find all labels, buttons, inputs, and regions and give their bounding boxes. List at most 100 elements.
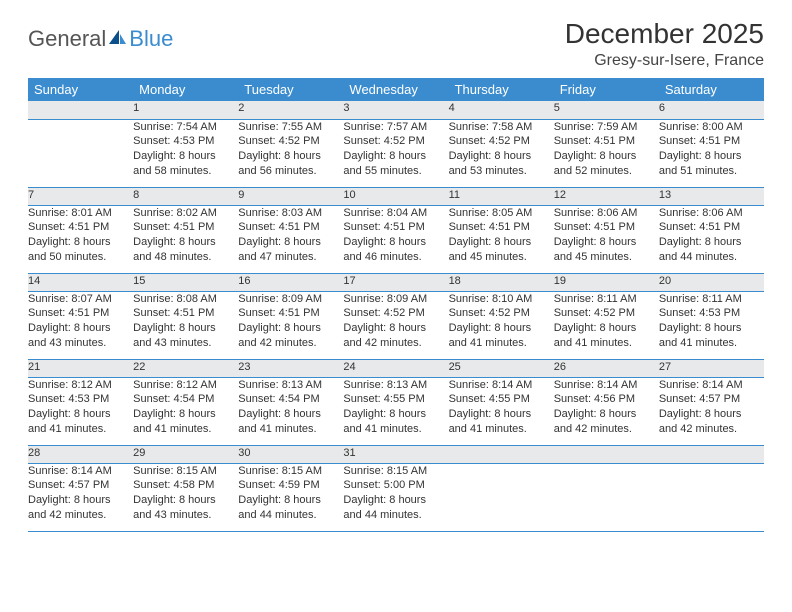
sunrise-text: Sunrise: 8:14 AM <box>449 378 554 393</box>
logo-sail-icon <box>107 26 127 52</box>
daylight-text: and 53 minutes. <box>449 164 554 179</box>
day-number-cell <box>554 445 659 463</box>
sunrise-text: Sunrise: 8:00 AM <box>659 120 764 135</box>
daylight-text: and 55 minutes. <box>343 164 448 179</box>
sunrise-text: Sunrise: 8:06 AM <box>554 206 659 221</box>
day-details-cell: Sunrise: 8:02 AMSunset: 4:51 PMDaylight:… <box>133 205 238 273</box>
daylight-text: and 56 minutes. <box>238 164 343 179</box>
day-details-row: Sunrise: 7:54 AMSunset: 4:53 PMDaylight:… <box>28 119 764 187</box>
daylight-text: and 45 minutes. <box>449 250 554 265</box>
day-number-cell: 22 <box>133 359 238 377</box>
sunrise-text: Sunrise: 8:15 AM <box>133 464 238 479</box>
day-number-cell: 19 <box>554 273 659 291</box>
daylight-text: Daylight: 8 hours <box>28 321 133 336</box>
daylight-text: and 45 minutes. <box>554 250 659 265</box>
sunset-text: Sunset: 4:52 PM <box>343 306 448 321</box>
sunrise-text: Sunrise: 8:09 AM <box>238 292 343 307</box>
daylight-text: and 48 minutes. <box>133 250 238 265</box>
daylight-text: and 47 minutes. <box>238 250 343 265</box>
day-number-cell: 7 <box>28 187 133 205</box>
sunset-text: Sunset: 4:52 PM <box>449 134 554 149</box>
daylight-text: Daylight: 8 hours <box>133 149 238 164</box>
day-number-cell: 25 <box>449 359 554 377</box>
day-number-cell: 3 <box>343 101 448 119</box>
sunset-text: Sunset: 4:53 PM <box>133 134 238 149</box>
daylight-text: Daylight: 8 hours <box>659 407 764 422</box>
sunset-text: Sunset: 4:51 PM <box>659 220 764 235</box>
day-details-cell <box>28 119 133 187</box>
day-number-cell: 17 <box>343 273 448 291</box>
weekday-header: Wednesday <box>343 78 448 101</box>
daylight-text: Daylight: 8 hours <box>238 321 343 336</box>
day-details-cell: Sunrise: 8:09 AMSunset: 4:52 PMDaylight:… <box>343 291 448 359</box>
daylight-text: Daylight: 8 hours <box>449 321 554 336</box>
day-number-cell: 12 <box>554 187 659 205</box>
day-number-cell: 27 <box>659 359 764 377</box>
day-number-row: 14151617181920 <box>28 273 764 291</box>
sunrise-text: Sunrise: 8:02 AM <box>133 206 238 221</box>
day-number-cell: 8 <box>133 187 238 205</box>
daylight-text: Daylight: 8 hours <box>238 407 343 422</box>
day-details-cell: Sunrise: 8:14 AMSunset: 4:56 PMDaylight:… <box>554 377 659 445</box>
brand-logo: General Blue <box>28 18 173 52</box>
daylight-text: and 52 minutes. <box>554 164 659 179</box>
weekday-header: Monday <box>133 78 238 101</box>
day-number-cell: 14 <box>28 273 133 291</box>
daylight-text: Daylight: 8 hours <box>554 235 659 250</box>
daylight-text: Daylight: 8 hours <box>238 235 343 250</box>
day-details-cell: Sunrise: 8:11 AMSunset: 4:53 PMDaylight:… <box>659 291 764 359</box>
daylight-text: Daylight: 8 hours <box>449 407 554 422</box>
sunrise-text: Sunrise: 8:12 AM <box>133 378 238 393</box>
day-number-cell: 31 <box>343 445 448 463</box>
day-number-cell: 26 <box>554 359 659 377</box>
day-details-cell: Sunrise: 8:03 AMSunset: 4:51 PMDaylight:… <box>238 205 343 273</box>
sunrise-text: Sunrise: 8:12 AM <box>28 378 133 393</box>
day-details-cell: Sunrise: 8:12 AMSunset: 4:54 PMDaylight:… <box>133 377 238 445</box>
day-number-cell: 28 <box>28 445 133 463</box>
sunrise-text: Sunrise: 8:01 AM <box>28 206 133 221</box>
daylight-text: Daylight: 8 hours <box>343 407 448 422</box>
daylight-text: and 58 minutes. <box>133 164 238 179</box>
daylight-text: and 44 minutes. <box>659 250 764 265</box>
day-details-cell: Sunrise: 7:55 AMSunset: 4:52 PMDaylight:… <box>238 119 343 187</box>
day-details-cell: Sunrise: 8:06 AMSunset: 4:51 PMDaylight:… <box>554 205 659 273</box>
sunset-text: Sunset: 4:52 PM <box>238 134 343 149</box>
day-number-cell: 20 <box>659 273 764 291</box>
sunrise-text: Sunrise: 8:11 AM <box>659 292 764 307</box>
day-number-cell: 1 <box>133 101 238 119</box>
day-number-row: 21222324252627 <box>28 359 764 377</box>
sunset-text: Sunset: 4:51 PM <box>28 306 133 321</box>
day-details-cell <box>659 463 764 531</box>
day-number-cell: 10 <box>343 187 448 205</box>
sunrise-text: Sunrise: 8:15 AM <box>238 464 343 479</box>
day-details-row: Sunrise: 8:12 AMSunset: 4:53 PMDaylight:… <box>28 377 764 445</box>
calendar-page: General Blue December 2025 Gresy-sur-Ise… <box>0 0 792 532</box>
sunrise-text: Sunrise: 8:07 AM <box>28 292 133 307</box>
daylight-text: and 51 minutes. <box>659 164 764 179</box>
sunset-text: Sunset: 4:51 PM <box>238 306 343 321</box>
daylight-text: and 41 minutes. <box>554 336 659 351</box>
day-details-cell: Sunrise: 8:09 AMSunset: 4:51 PMDaylight:… <box>238 291 343 359</box>
daylight-text: Daylight: 8 hours <box>238 149 343 164</box>
daylight-text: Daylight: 8 hours <box>28 407 133 422</box>
day-number-cell: 23 <box>238 359 343 377</box>
day-details-cell: Sunrise: 8:15 AMSunset: 4:58 PMDaylight:… <box>133 463 238 531</box>
day-number-row: 78910111213 <box>28 187 764 205</box>
day-details-cell <box>449 463 554 531</box>
sunset-text: Sunset: 4:58 PM <box>133 478 238 493</box>
day-number-cell: 16 <box>238 273 343 291</box>
daylight-text: and 42 minutes. <box>238 336 343 351</box>
sunset-text: Sunset: 5:00 PM <box>343 478 448 493</box>
sunset-text: Sunset: 4:52 PM <box>343 134 448 149</box>
day-details-cell: Sunrise: 7:58 AMSunset: 4:52 PMDaylight:… <box>449 119 554 187</box>
day-number-cell: 9 <box>238 187 343 205</box>
day-number-cell <box>659 445 764 463</box>
sunrise-text: Sunrise: 8:11 AM <box>554 292 659 307</box>
day-details-cell: Sunrise: 8:10 AMSunset: 4:52 PMDaylight:… <box>449 291 554 359</box>
sunrise-text: Sunrise: 8:14 AM <box>659 378 764 393</box>
daylight-text: Daylight: 8 hours <box>659 149 764 164</box>
daylight-text: Daylight: 8 hours <box>449 235 554 250</box>
weekday-header: Friday <box>554 78 659 101</box>
sunrise-text: Sunrise: 8:14 AM <box>28 464 133 479</box>
daylight-text: Daylight: 8 hours <box>28 493 133 508</box>
